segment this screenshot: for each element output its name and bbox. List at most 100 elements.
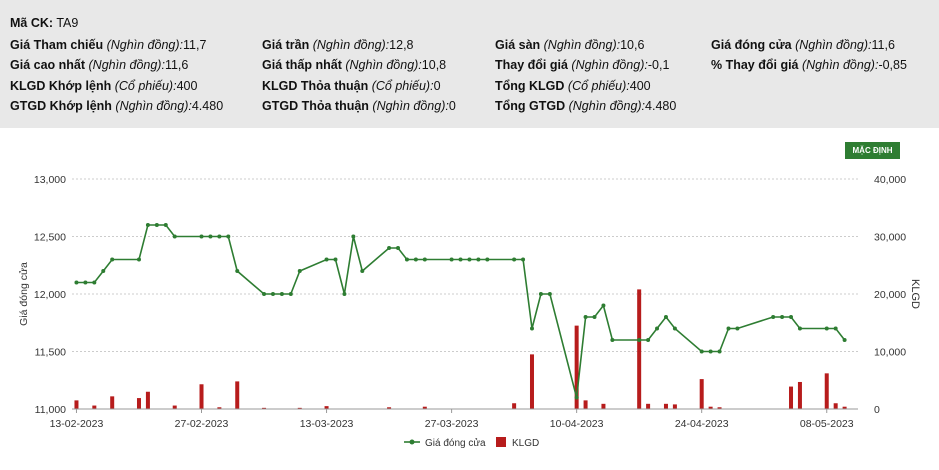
volume-bar — [172, 405, 177, 409]
y-tick-label: 12,500 — [34, 232, 66, 244]
price-point — [824, 326, 829, 331]
price-point — [396, 246, 401, 250]
price-point — [842, 338, 847, 342]
info-label: % Thay đổi giá — [711, 58, 799, 72]
info-item: % Thay đổi giá (Nghìn đồng):-0,85 — [711, 58, 907, 72]
ticker-row: Mã CK: TA9 — [10, 16, 78, 30]
price-point — [422, 257, 427, 262]
info-value: 0 — [433, 79, 441, 93]
volume-bar — [797, 381, 802, 409]
info-label: Thay đổi giá — [495, 58, 568, 72]
default-button[interactable]: MẶC ĐỊNH — [845, 142, 900, 159]
price-point — [324, 257, 329, 262]
y-tick-label: 11,000 — [35, 404, 66, 416]
x-tick-label: 27-03-2023 — [425, 418, 479, 430]
price-point — [735, 326, 740, 331]
info-unit: (Nghìn đồng): — [309, 38, 390, 52]
volume-bar — [387, 407, 392, 409]
info-unit: (Nghìn đồng): — [565, 99, 646, 113]
ticker-label: Mã CK: — [10, 16, 54, 30]
volume-bar — [145, 391, 150, 409]
info-unit: (Nghìn đồng): — [111, 99, 192, 113]
price-point — [521, 257, 526, 262]
legend: Giá đóng cửa KLGD — [404, 437, 539, 449]
price-point — [771, 315, 776, 319]
price-point — [529, 326, 534, 331]
x-tick-label: 13-02-2023 — [50, 418, 104, 430]
info-item: Giá cao nhất (Nghìn đồng):11,6 — [10, 58, 188, 72]
volume-bar — [297, 407, 302, 409]
info-value: 4.480 — [645, 99, 677, 113]
legend-volume-label: KLGD — [512, 438, 539, 449]
info-label: Giá cao nhất — [10, 58, 86, 72]
volume-bar — [699, 379, 704, 409]
volume-bar — [708, 406, 713, 409]
price-point — [208, 234, 213, 239]
volume-bar — [324, 406, 329, 409]
volume-bar — [637, 289, 642, 409]
price-point — [92, 280, 97, 285]
price-point — [342, 292, 347, 296]
info-item: Giá Tham chiếu (Nghìn đồng):11,7 — [10, 38, 206, 52]
y2-axis-title: KLGD — [909, 279, 921, 309]
price-point — [154, 223, 159, 227]
price-point — [467, 257, 472, 262]
price-point — [413, 257, 418, 262]
price-point — [610, 338, 615, 342]
info-label: Giá Tham chiếu — [10, 38, 104, 52]
y-tick-label: 12,000 — [34, 289, 66, 301]
legend-line-marker — [409, 439, 415, 445]
price-point — [217, 234, 222, 239]
x-tick-label: 27-02-2023 — [175, 418, 229, 430]
volume-bar — [574, 325, 579, 409]
price-point — [789, 315, 794, 319]
volume-bar — [672, 404, 677, 409]
x-tick-label: 10-04-2023 — [550, 418, 604, 430]
price-point — [351, 234, 356, 239]
info-label: Giá sàn — [495, 38, 541, 52]
price-point — [485, 257, 490, 262]
price-point — [270, 292, 275, 296]
info-unit: (Cổ phiếu): — [564, 79, 630, 93]
info-unit: (Nghìn đồng): — [567, 58, 648, 72]
price-point — [333, 257, 338, 262]
info-item: KLGD Thỏa thuận (Cổ phiếu):0 — [262, 79, 441, 93]
info-label: Tổng KLGD — [495, 79, 565, 93]
volume-bars — [74, 289, 847, 409]
volume-bar — [824, 373, 829, 409]
volume-bar — [92, 405, 97, 409]
info-value: 11,6 — [871, 38, 895, 52]
y2-tick-label: 0 — [874, 404, 880, 416]
price-point — [136, 257, 141, 262]
info-item: Giá sàn (Nghìn đồng):10,6 — [495, 38, 644, 52]
legend-bar-swatch — [496, 437, 506, 447]
price-point — [726, 326, 731, 331]
info-value: 11,6 — [164, 58, 189, 72]
info-item: Tổng GTGD (Nghìn đồng):4.480 — [495, 99, 676, 113]
price-point — [717, 349, 722, 354]
price-point — [360, 269, 365, 273]
price-point — [672, 326, 677, 331]
price-point — [780, 315, 785, 319]
price-point — [199, 234, 204, 239]
info-label: KLGD Khớp lệnh — [10, 79, 112, 93]
info-unit: (Nghìn đồng): — [791, 38, 872, 52]
info-item: Giá trần (Nghìn đồng):12,8 — [262, 38, 414, 52]
price-point — [163, 223, 168, 227]
x-tick-label: 13-03-2023 — [300, 418, 354, 430]
axes: 11,000 0 11,500 10,000 12,000 20,000 12,500 30,… — [18, 174, 921, 430]
price-point — [83, 280, 88, 285]
info-value: 400 — [629, 79, 651, 93]
price-series-line — [76, 224, 846, 398]
price-point — [663, 315, 668, 319]
volume-bar — [833, 403, 838, 409]
price-point — [574, 395, 579, 400]
x-tick-label: 08-05-2023 — [800, 418, 854, 430]
info-item: KLGD Khớp lệnh (Cổ phiếu):400 — [10, 79, 197, 93]
price-point — [646, 338, 651, 342]
price-point — [699, 349, 704, 354]
info-item: Thay đổi giá (Nghìn đồng):-0,1 — [495, 58, 669, 72]
info-value: 400 — [176, 79, 198, 93]
x-tick-label: 24-04-2023 — [675, 418, 729, 430]
info-value: -0,1 — [647, 58, 670, 72]
